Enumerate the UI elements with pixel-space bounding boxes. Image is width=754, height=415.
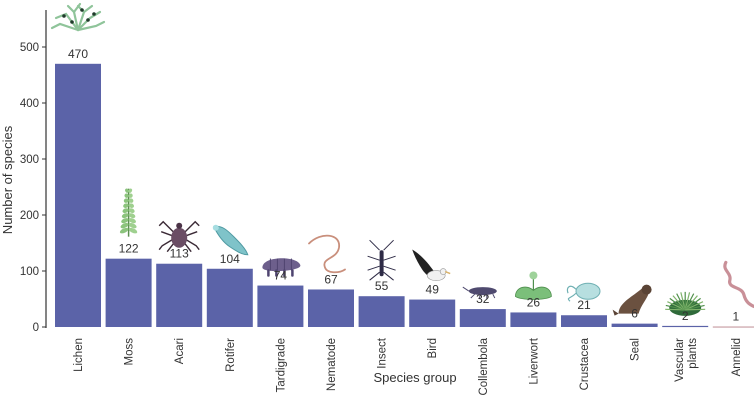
y-tick-label: 300 (20, 154, 39, 166)
x-tick-label: Insect (377, 337, 389, 368)
bar-annelid (712, 326, 754, 328)
lichen-icon (50, 2, 106, 32)
x-tick-label: Seal (630, 338, 642, 361)
bar-nematode (308, 289, 354, 327)
y-tick-label: 100 (20, 266, 39, 278)
y-tick-label: 0 (33, 322, 39, 334)
species-illustrations (50, 2, 754, 316)
bar-acari (156, 263, 203, 327)
bird-icon (412, 249, 451, 281)
collembola-icon (462, 286, 497, 300)
data-label: 104 (220, 252, 240, 266)
bar-vascular-plants (662, 325, 709, 328)
bar-lichen (55, 63, 101, 328)
x-tick-label: Collembola (478, 337, 490, 395)
bars (55, 63, 754, 328)
bar-bird (409, 299, 456, 327)
data-label: 122 (119, 242, 139, 256)
y-tick-label: 200 (20, 210, 39, 222)
data-label: 2 (682, 309, 689, 323)
x-axis-title: Species group (373, 370, 456, 385)
x-tick-label: Tardigrade (275, 338, 287, 392)
crustacea-icon (566, 282, 601, 302)
bar-crustacea (561, 315, 607, 327)
bar-seal (611, 323, 658, 327)
x-tick-label: Nematode (326, 338, 338, 391)
data-label: 21 (577, 298, 591, 312)
data-label: 26 (527, 295, 541, 309)
bar-collembola (459, 309, 506, 327)
x-axis-labels: Lichen Moss Acari Rotifer Tardigrade Nematode… (73, 337, 743, 395)
x-tick-label: Annelid (731, 338, 743, 376)
data-label: 1 (732, 309, 739, 323)
insect-icon (367, 239, 396, 281)
x-tick-label: Rotifer (225, 338, 237, 372)
data-label: 32 (476, 292, 490, 306)
x-tick-label: Crustacea (579, 337, 591, 390)
nematode-icon (308, 234, 346, 274)
data-label: 55 (375, 279, 389, 293)
annelid-icon (723, 260, 754, 309)
x-tick-label: Lichen (73, 338, 85, 372)
x-tick-label: Liverwort (528, 337, 540, 384)
data-label: 6 (631, 307, 638, 321)
data-label: 470 (68, 47, 88, 61)
y-axis: 0 100 200 300 400 500 (20, 10, 47, 334)
y-tick-label: 500 (20, 42, 39, 54)
data-label: 74 (274, 269, 288, 283)
bar-insect (358, 296, 405, 327)
bar-moss (105, 258, 152, 327)
rotifer-icon (212, 224, 249, 256)
x-tick-label: Bird (427, 338, 439, 358)
vascular-plants-icon (665, 291, 706, 316)
data-label: 113 (170, 247, 189, 261)
seal-icon (612, 284, 652, 316)
bar-tardigrade (257, 285, 304, 327)
bar-rotifer (206, 268, 253, 327)
moss-icon (119, 188, 138, 237)
data-label: 49 (426, 283, 440, 297)
x-tick-label: Moss (124, 338, 136, 366)
tardigrade-icon (262, 258, 301, 277)
y-axis-title: Number of species (0, 125, 15, 234)
liverwort-icon (514, 271, 552, 300)
data-label: 67 (324, 272, 338, 286)
x-tick-label: Vascularplants (674, 338, 699, 382)
y-tick-label: 400 (20, 98, 39, 110)
acari-icon (158, 220, 200, 253)
bar-liverwort (510, 312, 557, 327)
x-tick-label: Acari (174, 338, 186, 364)
